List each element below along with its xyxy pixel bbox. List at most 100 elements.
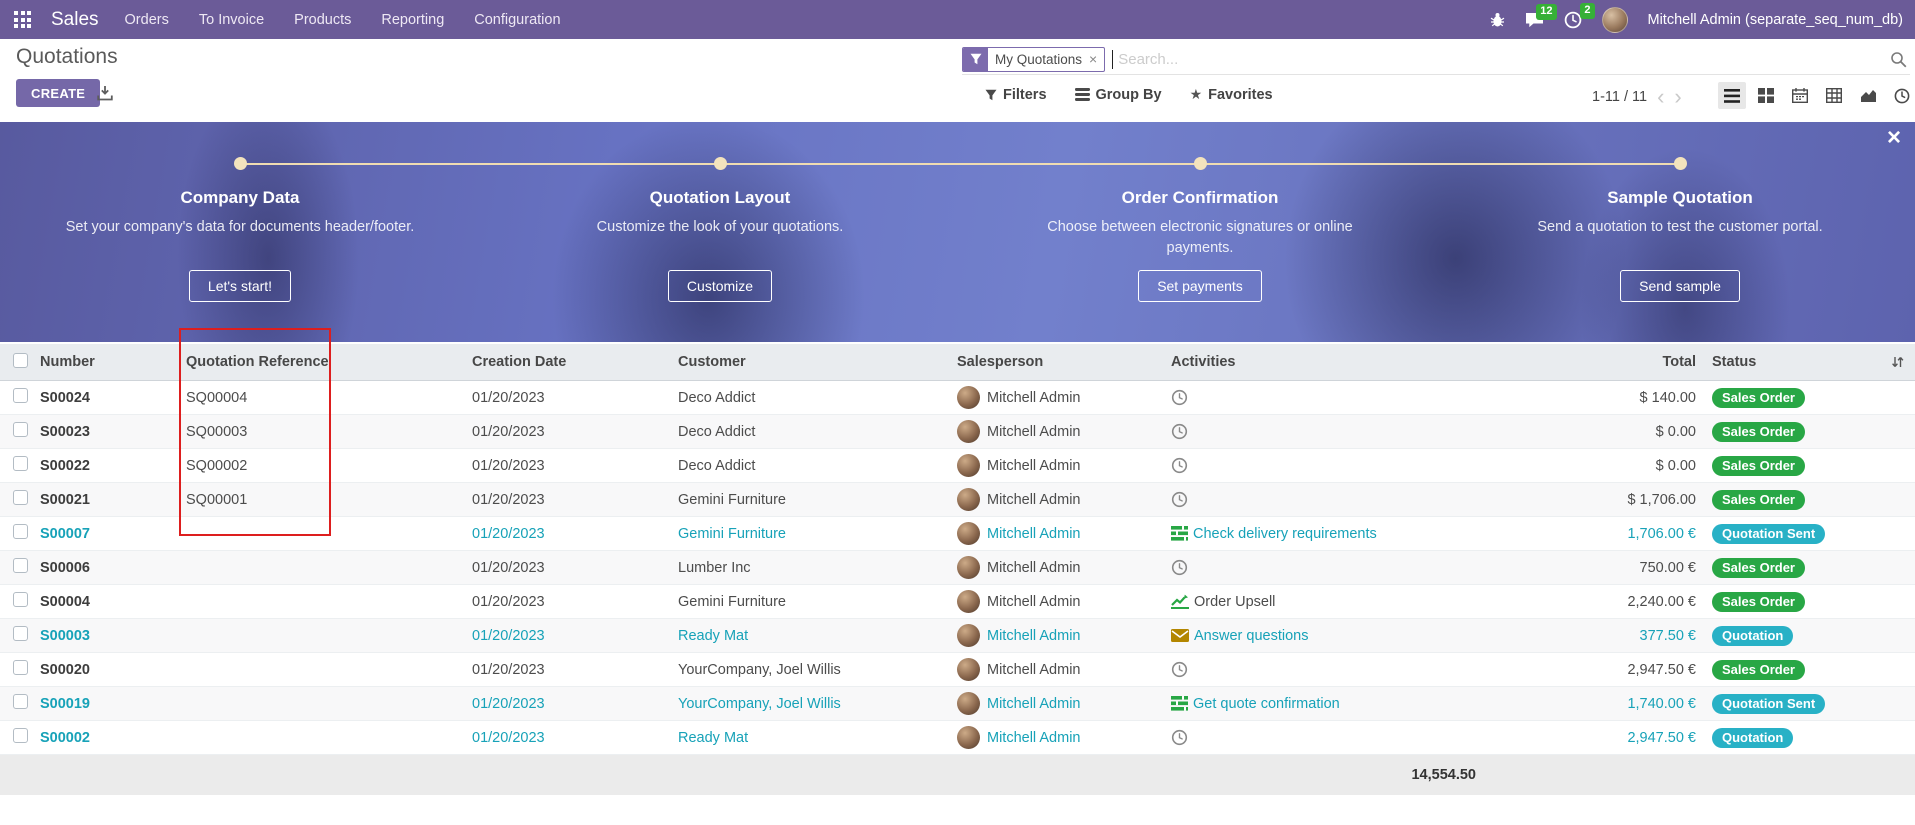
search-input[interactable]: Search...: [1118, 50, 1179, 68]
task-list-activity-icon[interactable]: [1171, 526, 1188, 541]
customer-name[interactable]: Ready Mat: [678, 729, 749, 746]
clock-activity-icon[interactable]: [1171, 389, 1188, 406]
customer-name[interactable]: Gemini Furniture: [678, 491, 786, 508]
activity-label[interactable]: Get quote confirmation: [1193, 695, 1340, 712]
quotation-reference[interactable]: SQ00002: [186, 457, 248, 474]
total-amount[interactable]: 377.50 €: [1639, 627, 1696, 644]
table-row[interactable]: S00020 01/20/2023 YourCompany, Joel Will…: [0, 653, 1915, 687]
pager-previous-icon[interactable]: ‹: [1657, 84, 1665, 109]
salesperson-name[interactable]: Mitchell Admin: [987, 491, 1081, 508]
set-payments-button[interactable]: Set payments: [1138, 270, 1262, 302]
table-row[interactable]: S00022 SQ00002 01/20/2023 Deco Addict Mi…: [0, 449, 1915, 483]
header-salesperson[interactable]: Salesperson: [957, 354, 1044, 370]
header-total[interactable]: Total: [1662, 354, 1696, 370]
search-bar[interactable]: My Quotations × Search...: [962, 44, 1910, 75]
creation-date[interactable]: 01/20/2023: [472, 559, 545, 576]
header-activities[interactable]: Activities: [1171, 354, 1236, 370]
quotation-number[interactable]: S00006: [40, 559, 90, 576]
quotation-number[interactable]: S00020: [40, 661, 90, 678]
row-checkbox[interactable]: [13, 422, 28, 437]
quotation-number[interactable]: S00024: [40, 389, 90, 406]
creation-date[interactable]: 01/20/2023: [472, 695, 545, 712]
creation-date[interactable]: 01/20/2023: [472, 457, 545, 474]
customer-name[interactable]: YourCompany, Joel Willis: [678, 695, 841, 712]
row-checkbox[interactable]: [13, 558, 28, 573]
row-checkbox[interactable]: [13, 456, 28, 471]
customer-name[interactable]: Gemini Furniture: [678, 593, 786, 610]
banner-close-icon[interactable]: ×: [1886, 124, 1901, 151]
user-avatar[interactable]: [1601, 6, 1628, 33]
total-amount[interactable]: 2,947.50 €: [1627, 729, 1696, 746]
upsell-chart-activity-icon[interactable]: [1171, 594, 1189, 609]
total-amount[interactable]: $ 1,706.00: [1627, 491, 1696, 508]
select-all-checkbox[interactable]: [13, 352, 28, 368]
creation-date[interactable]: 01/20/2023: [472, 661, 545, 678]
favorites-button[interactable]: ★ Favorites: [1189, 86, 1273, 103]
table-row[interactable]: S00004 01/20/2023 Gemini Furniture Mitch…: [0, 585, 1915, 619]
list-view-icon[interactable]: [1718, 82, 1746, 109]
total-amount[interactable]: 2,947.50 €: [1627, 661, 1696, 678]
total-amount[interactable]: $ 0.00: [1655, 423, 1696, 440]
row-checkbox[interactable]: [13, 490, 28, 505]
total-amount[interactable]: 1,706.00 €: [1627, 525, 1696, 542]
salesperson-name[interactable]: Mitchell Admin: [987, 729, 1081, 746]
salesperson-name[interactable]: Mitchell Admin: [987, 457, 1081, 474]
quotation-number[interactable]: S00004: [40, 593, 90, 610]
graph-view-icon[interactable]: [1854, 82, 1882, 109]
creation-date[interactable]: 01/20/2023: [472, 423, 545, 440]
clock-activity-icon[interactable]: [1171, 661, 1188, 678]
creation-date[interactable]: 01/20/2023: [472, 525, 545, 542]
row-checkbox[interactable]: [13, 694, 28, 709]
header-status[interactable]: Status: [1712, 354, 1757, 370]
pivot-view-icon[interactable]: [1820, 82, 1848, 109]
quotation-number[interactable]: S00023: [40, 423, 90, 440]
quotation-number[interactable]: S00002: [40, 729, 90, 746]
activity-label[interactable]: Answer questions: [1194, 627, 1309, 644]
menu-products[interactable]: Products: [294, 11, 352, 28]
create-button[interactable]: CREATE: [16, 79, 101, 107]
activity-label[interactable]: Check delivery requirements: [1193, 525, 1377, 542]
quotation-number[interactable]: S00003: [40, 627, 90, 644]
total-amount[interactable]: $ 140.00: [1639, 389, 1696, 406]
quotation-reference[interactable]: SQ00001: [186, 491, 248, 508]
header-number[interactable]: Number: [40, 354, 95, 370]
user-name[interactable]: Mitchell Admin (separate_seq_num_db): [1647, 11, 1904, 28]
customer-name[interactable]: Deco Addict: [678, 389, 756, 406]
creation-date[interactable]: 01/20/2023: [472, 627, 545, 644]
header-customer[interactable]: Customer: [678, 354, 746, 370]
salesperson-name[interactable]: Mitchell Admin: [987, 695, 1081, 712]
lets-start-button[interactable]: Let's start!: [188, 270, 292, 302]
customer-name[interactable]: Deco Addict: [678, 457, 756, 474]
quotation-number[interactable]: S00021: [40, 491, 90, 508]
row-checkbox[interactable]: [13, 524, 28, 539]
quotation-number[interactable]: S00022: [40, 457, 90, 474]
total-amount[interactable]: 750.00 €: [1639, 559, 1696, 576]
search-icon[interactable]: [1890, 51, 1907, 68]
clock-activity-icon[interactable]: [1171, 491, 1188, 508]
creation-date[interactable]: 01/20/2023: [472, 729, 545, 746]
menu-configuration[interactable]: Configuration: [474, 11, 561, 28]
activity-view-icon[interactable]: [1888, 82, 1915, 109]
kanban-view-icon[interactable]: [1752, 82, 1780, 109]
menu-orders[interactable]: Orders: [124, 11, 169, 28]
table-row[interactable]: S00006 01/20/2023 Lumber Inc Mitchell Ad…: [0, 551, 1915, 585]
salesperson-name[interactable]: Mitchell Admin: [987, 525, 1081, 542]
debug-bug-icon[interactable]: [1490, 12, 1505, 28]
activities-clock-icon[interactable]: 2: [1564, 2, 1595, 29]
customer-name[interactable]: Ready Mat: [678, 627, 749, 644]
pager-next-icon[interactable]: ›: [1674, 84, 1682, 109]
table-row[interactable]: S00003 01/20/2023 Ready Mat Mitchell Adm…: [0, 619, 1915, 653]
total-amount[interactable]: 1,740.00 €: [1627, 695, 1696, 712]
clock-activity-icon[interactable]: [1171, 423, 1188, 440]
table-row[interactable]: S00019 01/20/2023 YourCompany, Joel Will…: [0, 687, 1915, 721]
quotation-reference[interactable]: SQ00004: [186, 389, 248, 406]
table-row[interactable]: S00024 SQ00004 01/20/2023 Deco Addict Mi…: [0, 381, 1915, 415]
menu-to-invoice[interactable]: To Invoice: [198, 11, 265, 28]
salesperson-name[interactable]: Mitchell Admin: [987, 389, 1081, 406]
quotation-reference[interactable]: SQ00003: [186, 423, 248, 440]
apps-grid-icon[interactable]: [14, 11, 31, 28]
clock-activity-icon[interactable]: [1171, 729, 1188, 746]
total-amount[interactable]: 2,240.00 €: [1627, 593, 1696, 610]
creation-date[interactable]: 01/20/2023: [472, 491, 545, 508]
customer-name[interactable]: Deco Addict: [678, 423, 756, 440]
